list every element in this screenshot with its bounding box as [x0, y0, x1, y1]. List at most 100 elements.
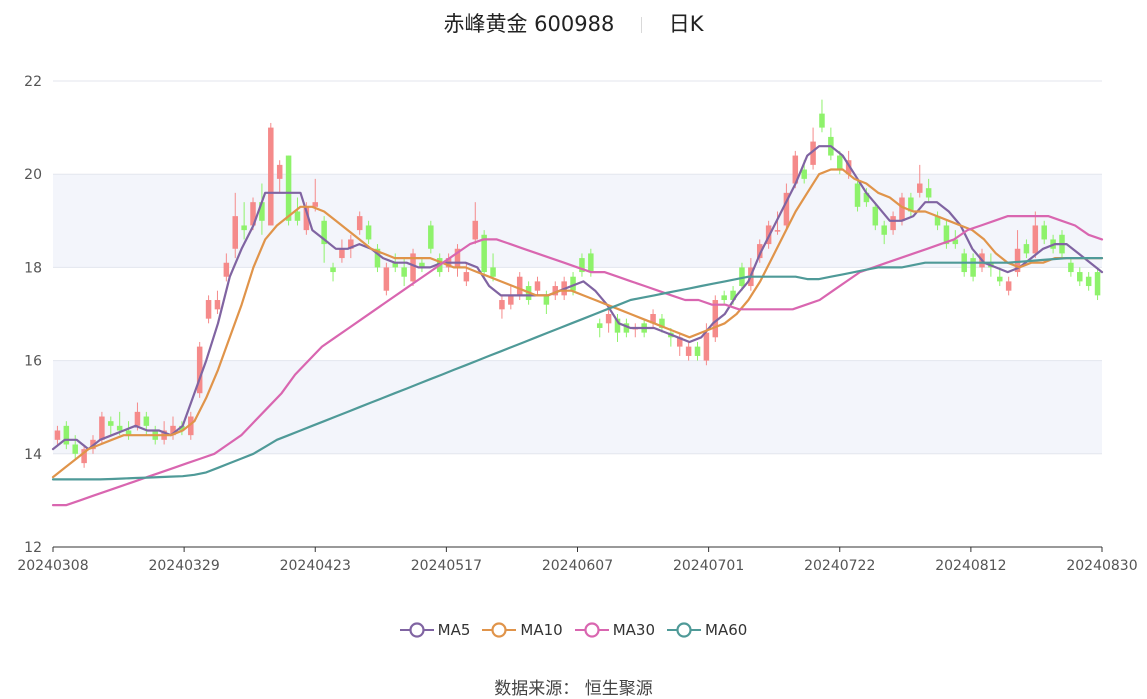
- candle-body: [241, 225, 247, 231]
- candle-body: [481, 234, 487, 273]
- stock-code: 600988: [534, 12, 615, 36]
- candle-body: [72, 444, 78, 454]
- candle-body: [339, 248, 345, 259]
- legend-label: MA10: [520, 621, 563, 639]
- candle-body: [383, 267, 390, 291]
- candle-body: [303, 206, 310, 231]
- candle-body: [312, 202, 319, 207]
- candle-body: [970, 258, 976, 277]
- candle-body: [925, 188, 932, 198]
- chart-title: 赤峰黄金 600988 日K: [0, 8, 1147, 38]
- candle-body: [596, 323, 603, 328]
- candle-body: [499, 300, 505, 310]
- candle-body: [116, 425, 123, 431]
- x-tick-label: 20240423: [280, 558, 351, 574]
- candle-body: [108, 421, 114, 426]
- candle-body: [614, 318, 621, 333]
- x-tick-label: 20240517: [411, 558, 482, 574]
- candle-body: [730, 290, 736, 301]
- legend-item-ma10[interactable]: MA10: [482, 621, 563, 639]
- candle-body: [392, 262, 399, 268]
- candle-body: [348, 239, 354, 249]
- candle-body: [721, 295, 727, 301]
- legend-label: MA5: [437, 621, 471, 639]
- legend-item-ma5[interactable]: MA5: [399, 621, 471, 639]
- candle-body: [99, 416, 105, 440]
- candle-body: [321, 220, 327, 245]
- legend-item-ma30[interactable]: MA30: [574, 621, 656, 639]
- candle-body: [676, 337, 683, 347]
- candle-body: [125, 430, 132, 436]
- candle-body: [543, 295, 550, 305]
- legend-circle-icon: [482, 622, 517, 638]
- legend-circle-icon: [574, 622, 609, 638]
- candle-body: [294, 211, 301, 221]
- candle-body: [890, 216, 896, 231]
- candle-body: [579, 258, 585, 273]
- candle-body: [952, 239, 959, 245]
- candle-body: [276, 164, 283, 179]
- y-tick-label: 18: [24, 260, 42, 276]
- candle-body: [650, 314, 656, 324]
- candle-body: [1077, 272, 1083, 282]
- candle-body: [623, 323, 630, 333]
- x-tick-label: 20240607: [542, 558, 613, 574]
- candle-body: [534, 281, 541, 291]
- candle-body: [170, 425, 176, 436]
- legend-circle-icon: [399, 622, 434, 638]
- candle-body: [605, 314, 612, 324]
- chart-legend: MA5 MA10 MA30 MA60: [0, 621, 1147, 642]
- candle-body: [205, 300, 212, 319]
- candle-body: [917, 183, 923, 193]
- candle-body: [943, 225, 950, 245]
- candle-body: [659, 318, 665, 328]
- candle-body: [179, 425, 185, 431]
- candle-body: [1023, 244, 1030, 254]
- candle-body: [1041, 225, 1047, 240]
- candle-body: [196, 346, 203, 394]
- candle-body: [756, 244, 763, 259]
- candle-body: [223, 262, 230, 277]
- candle-body: [516, 276, 523, 296]
- candle-body: [285, 155, 292, 221]
- candle-body: [552, 286, 559, 296]
- candle-body: [1032, 225, 1039, 254]
- candle-body: [401, 267, 407, 277]
- x-tick-label: 20240830: [1066, 558, 1137, 574]
- ma-line-ma10: [51, 168, 1104, 479]
- candle-body: [490, 267, 496, 277]
- candle-body: [356, 216, 363, 231]
- grid-band: [53, 174, 1102, 268]
- candle-body: [934, 216, 941, 226]
- candle-body: [410, 253, 416, 282]
- title-separator: [641, 17, 643, 33]
- source-provider: 恒生聚源: [584, 679, 653, 699]
- data-source: 数据来源： 恒生聚源: [0, 674, 1147, 699]
- x-tick-label: 20240701: [673, 558, 744, 574]
- candle-body: [419, 262, 425, 268]
- candle-body: [881, 225, 887, 235]
- candle-body: [997, 276, 1003, 282]
- candle-body: [703, 332, 710, 361]
- legend-item-ma60[interactable]: MA60: [667, 621, 747, 639]
- candle-body: [188, 416, 194, 436]
- candle-body: [463, 272, 470, 282]
- legend-circle-icon: [667, 622, 702, 638]
- candle-body: [685, 346, 692, 356]
- candle-body: [845, 160, 852, 175]
- candle-body: [63, 425, 70, 445]
- candle-body: [214, 300, 221, 310]
- legend-label: MA60: [705, 621, 748, 639]
- candle-body: [863, 192, 870, 203]
- legend-label: MA30: [612, 621, 656, 639]
- source-label: 数据来源：: [494, 679, 580, 699]
- candle-body: [739, 267, 745, 287]
- candle-body: [908, 197, 914, 212]
- x-tick-label: 20240812: [935, 558, 1006, 574]
- candle-body: [232, 216, 238, 249]
- candle-body: [508, 295, 514, 305]
- y-tick-label: 14: [24, 447, 42, 463]
- candle-body: [801, 169, 807, 179]
- candle-body: [872, 206, 879, 226]
- candle-body: [81, 449, 87, 464]
